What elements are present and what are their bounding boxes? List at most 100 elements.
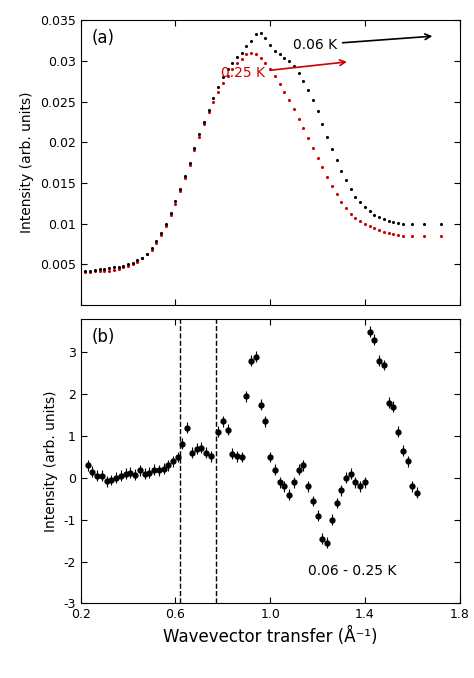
Point <box>309 94 317 105</box>
Point <box>295 113 302 124</box>
Point <box>437 231 445 241</box>
Point <box>181 171 189 182</box>
Point <box>394 217 402 228</box>
Point <box>224 64 231 75</box>
Point <box>409 231 416 241</box>
Y-axis label: Intensity (arb. units): Intensity (arb. units) <box>20 92 34 233</box>
Point <box>420 218 428 229</box>
Point <box>333 155 340 165</box>
Point <box>375 224 383 235</box>
Text: (b): (b) <box>92 327 115 346</box>
Point <box>233 52 241 62</box>
Point <box>167 207 174 218</box>
Point <box>228 64 236 75</box>
Point <box>200 117 208 127</box>
Point <box>380 226 388 237</box>
Point <box>257 52 264 63</box>
Point <box>105 265 113 276</box>
Point <box>224 71 231 81</box>
Point <box>342 203 350 214</box>
Point <box>347 208 355 219</box>
Point <box>337 165 345 176</box>
Point <box>119 260 127 271</box>
Point <box>181 173 189 184</box>
Point <box>380 214 388 225</box>
Point <box>385 228 392 239</box>
Point <box>105 263 113 274</box>
Point <box>210 96 217 107</box>
Point <box>361 202 369 213</box>
Point <box>172 195 179 206</box>
Point <box>138 252 146 263</box>
Point <box>157 228 165 239</box>
Point <box>186 157 193 168</box>
Point <box>191 145 198 156</box>
Point <box>333 189 340 200</box>
Point <box>148 243 155 254</box>
Point <box>82 267 89 278</box>
Point <box>96 266 103 277</box>
Point <box>247 35 255 46</box>
Point <box>228 57 236 68</box>
Point <box>319 162 326 173</box>
Point <box>323 172 331 182</box>
Point <box>371 223 378 234</box>
Point <box>124 259 132 270</box>
Point <box>323 131 331 142</box>
Point <box>148 244 155 255</box>
Point <box>210 92 217 103</box>
Point <box>252 49 260 60</box>
Point <box>328 143 336 154</box>
Point <box>271 71 279 82</box>
Point <box>172 199 179 210</box>
Point <box>143 248 151 259</box>
Point <box>195 129 203 140</box>
Point <box>100 265 108 276</box>
Point <box>176 183 184 194</box>
Point <box>219 72 227 83</box>
Point <box>399 231 407 241</box>
Point <box>300 76 307 87</box>
Point <box>394 229 402 240</box>
Point <box>281 86 288 97</box>
Text: 0.06 - 0.25 K: 0.06 - 0.25 K <box>308 564 396 578</box>
Point <box>195 131 203 142</box>
Point <box>91 264 99 275</box>
Point <box>262 33 269 43</box>
Point <box>86 265 94 276</box>
Text: 0.25 K: 0.25 K <box>221 60 345 80</box>
Point <box>304 85 312 96</box>
Point <box>356 197 364 207</box>
Point <box>375 212 383 222</box>
Point <box>347 184 355 195</box>
Point <box>366 206 374 217</box>
Point <box>238 47 246 58</box>
Point <box>314 106 321 117</box>
Point <box>91 266 99 277</box>
Point <box>328 181 336 192</box>
Point <box>243 49 250 60</box>
Point <box>266 39 274 50</box>
Point <box>276 78 283 89</box>
Point <box>390 216 397 227</box>
Point <box>252 28 260 39</box>
Point <box>214 81 222 92</box>
Point <box>82 265 89 276</box>
Text: 0.06 K: 0.06 K <box>293 34 430 52</box>
Point <box>390 228 397 239</box>
Point <box>138 253 146 264</box>
Point <box>96 264 103 275</box>
Point <box>309 142 317 153</box>
Point <box>214 86 222 97</box>
Point <box>134 256 141 267</box>
Point <box>205 106 212 117</box>
Point <box>399 218 407 229</box>
Point <box>276 49 283 60</box>
Point <box>110 264 118 275</box>
Y-axis label: Intensity (arb. units): Intensity (arb. units) <box>44 391 58 532</box>
Point <box>191 142 198 153</box>
Point <box>285 56 293 66</box>
Point <box>420 231 428 241</box>
Point <box>86 267 94 278</box>
Point <box>200 119 208 129</box>
